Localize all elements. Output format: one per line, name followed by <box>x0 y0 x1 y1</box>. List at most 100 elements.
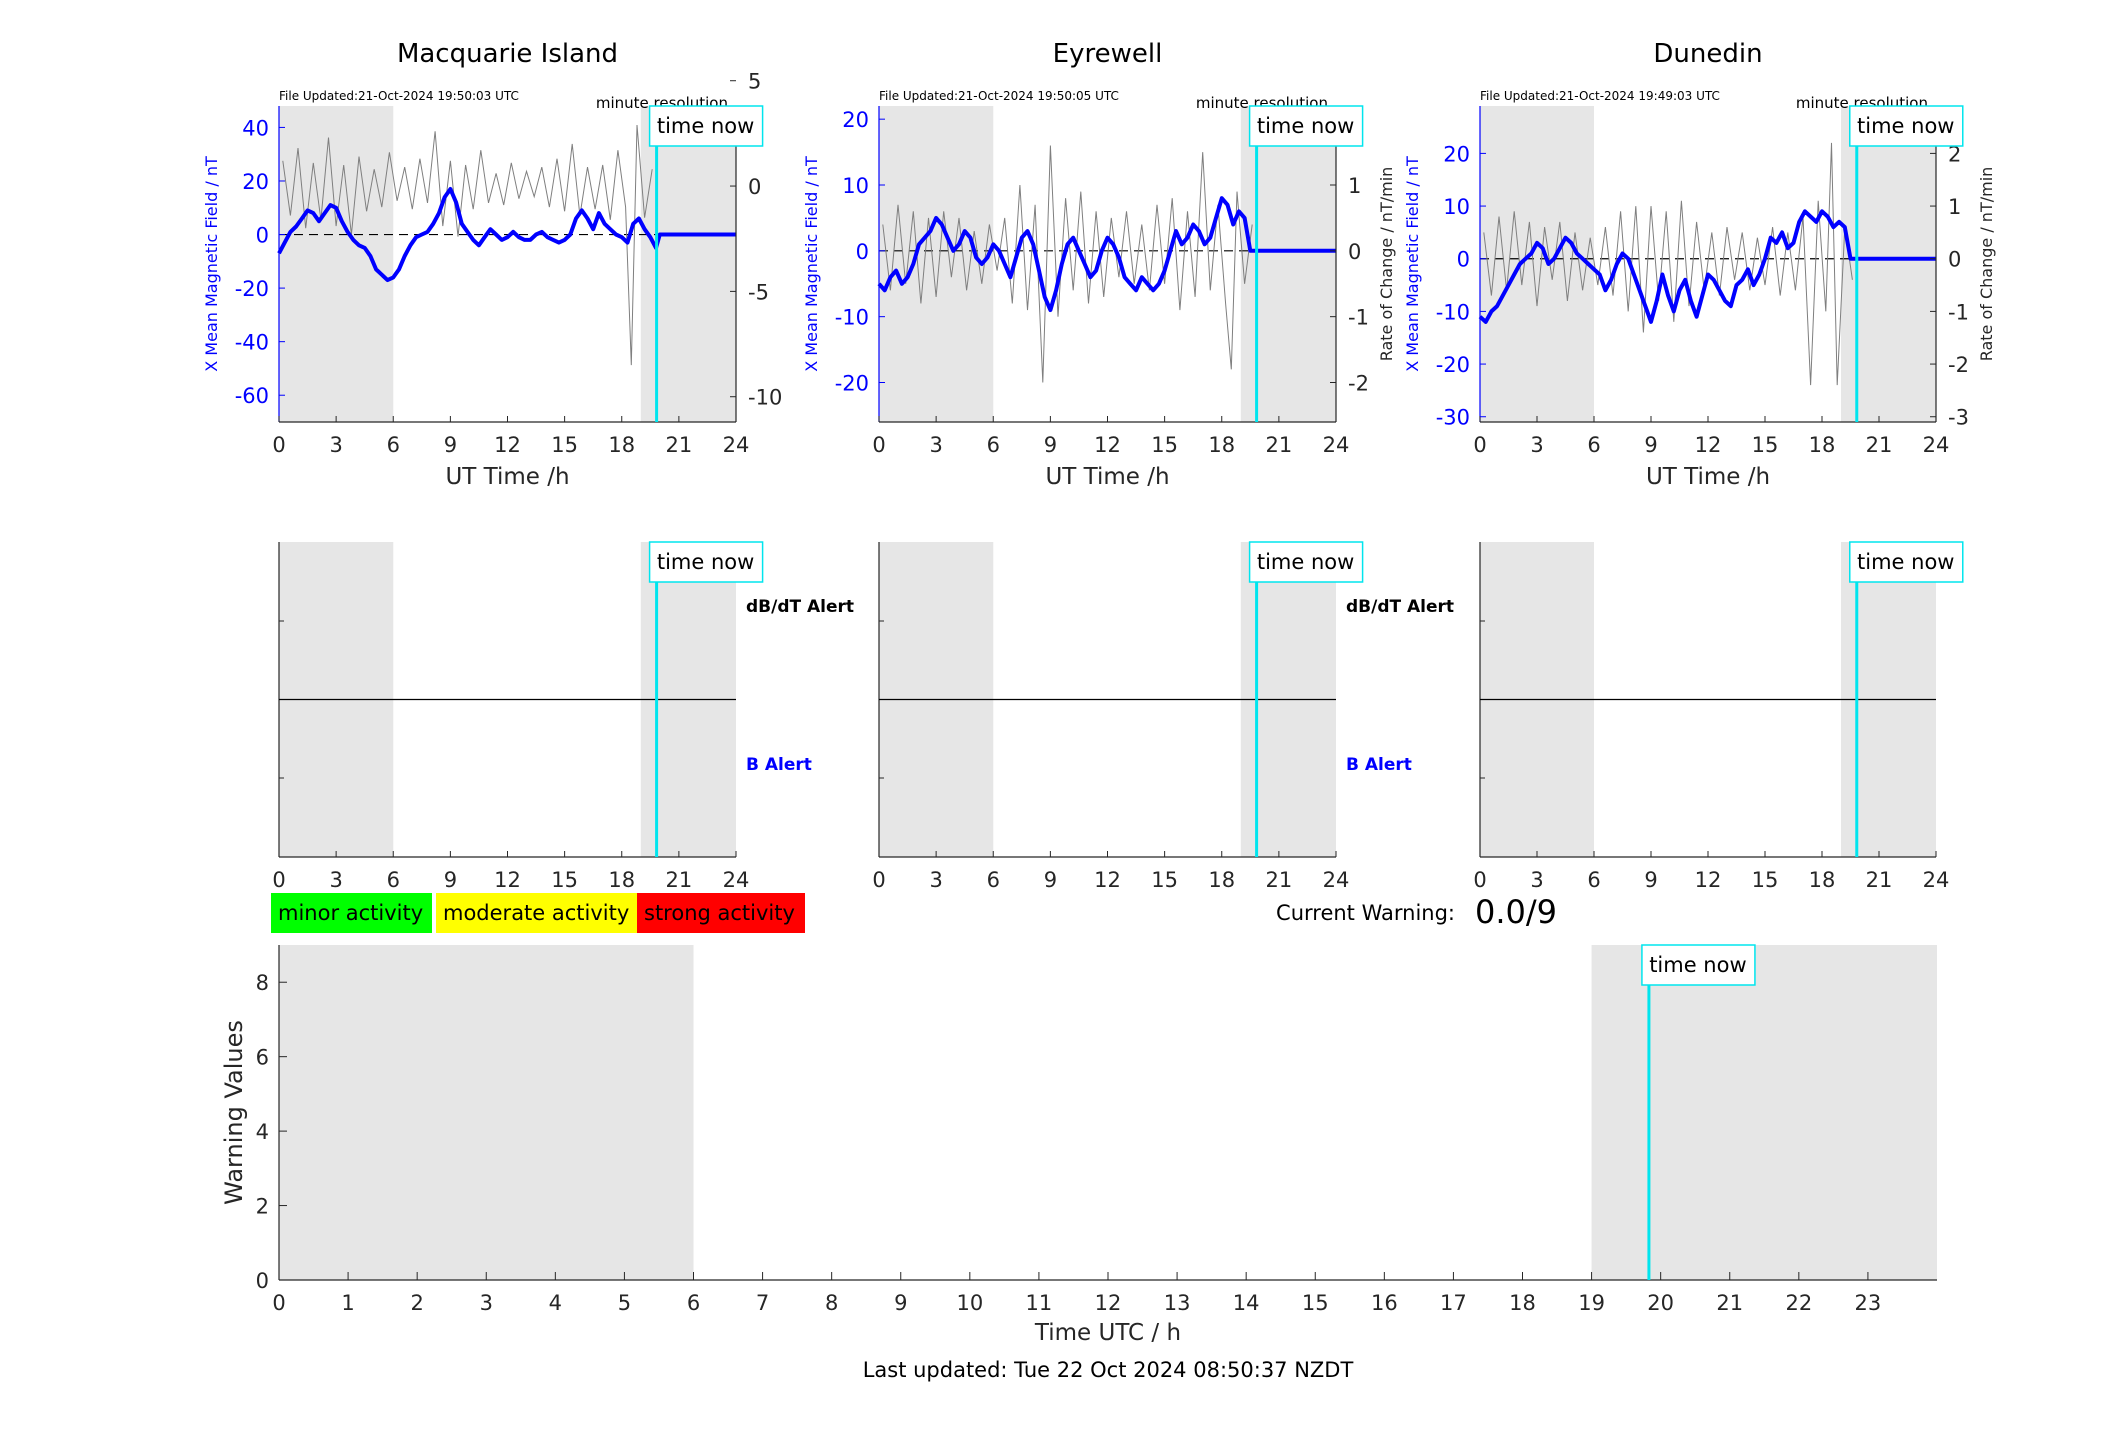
alerts-0-x-tick-label-7: 21 <box>666 868 693 892</box>
station-1-yr-tick-label-1: -1 <box>1348 306 1369 330</box>
station-1-y-tick-label-4: 20 <box>842 108 869 132</box>
station-1-x-tick-label-8: 24 <box>1323 433 1350 457</box>
station-1-y-label-right: Rate of Change / nT/min <box>1377 167 1396 362</box>
station-0-title: Macquarie Island <box>397 39 618 69</box>
station-1-x-tick-label-2: 6 <box>987 433 1000 457</box>
alerts-0-time-now-box <box>648 541 764 583</box>
legend-swatch-2 <box>637 893 805 933</box>
station-0-x-tick-label-6: 18 <box>608 433 635 457</box>
warning-x-tick-label-9: 9 <box>894 1291 907 1315</box>
station-2-title: Dunedin <box>1653 39 1762 69</box>
station-1-y-label: X Mean Magnetic Field / nT <box>802 156 821 372</box>
station-2-y-tick-label-1: -20 <box>1436 353 1470 377</box>
warning-x-tick-label-17: 17 <box>1440 1291 1467 1315</box>
station-2-x-label: UT Time /h <box>1646 464 1770 490</box>
station-2-file-updated: File Updated:21-Oct-2024 19:49:03 UTC <box>1480 89 1720 103</box>
alerts-2-x-tick-label-0: 0 <box>1473 868 1486 892</box>
station-1-x-tick-label-7: 21 <box>1266 433 1293 457</box>
alerts-1-time-now-label: time now <box>1257 550 1354 574</box>
warning-x-tick-label-6: 6 <box>687 1291 700 1315</box>
station-1-x-tick-label-6: 18 <box>1208 433 1235 457</box>
station-2-x-tick-label-8: 24 <box>1923 433 1950 457</box>
alerts-2-x-tick-label-7: 21 <box>1866 868 1893 892</box>
station-0-rate-series <box>282 124 653 366</box>
station-2-y-tick-label-4: 10 <box>1443 195 1470 219</box>
warning-x-tick-label-2: 2 <box>410 1291 423 1315</box>
legend-label-2: strong activity <box>644 901 795 925</box>
station-1-x-tick-label-0: 0 <box>872 433 885 457</box>
alerts-2-time-now-box <box>1849 541 1964 583</box>
current-warning-value: 0.0/9 <box>1475 893 1557 931</box>
station-1-shade-0 <box>879 106 994 422</box>
station-0-yr-tick-label-2: 0 <box>748 175 761 199</box>
alerts-2-x-tick-label-6: 18 <box>1809 868 1836 892</box>
station-2-x-tick-label-1: 3 <box>1530 433 1543 457</box>
warning-y-tick-label-4: 8 <box>256 971 269 995</box>
station-2-x-tick-label-2: 6 <box>1587 433 1600 457</box>
station-1-x-tick-label-1: 3 <box>929 433 942 457</box>
station-2-yr-tick-label-3: 0 <box>1948 248 1961 272</box>
station-1-time-now-box <box>1248 105 1364 147</box>
legend-swatch-1 <box>436 893 637 933</box>
station-0-y-tick-label-1: -40 <box>235 331 269 355</box>
station-1-yr-tick-label-2: 0 <box>1348 240 1361 264</box>
station-2-yr-tick-label-4: 1 <box>1948 195 1961 219</box>
station-1-x-tick-label-5: 15 <box>1151 433 1178 457</box>
alerts-2-x-tick-label-5: 15 <box>1752 868 1779 892</box>
station-1-file-updated: File Updated:21-Oct-2024 19:50:05 UTC <box>879 89 1119 103</box>
alerts-0-x-tick-label-6: 18 <box>608 868 635 892</box>
station-0-x-tick-label-3: 9 <box>444 433 457 457</box>
alerts-1-x-tick-label-7: 21 <box>1266 868 1293 892</box>
station-0-shade-0 <box>279 106 394 422</box>
alerts-2-x-tick-label-1: 3 <box>1530 868 1543 892</box>
station-1-shade-1 <box>1240 106 1336 422</box>
station-2-y-tick-label-2: -10 <box>1436 300 1470 324</box>
station-0-y-tick-label-2: -20 <box>235 277 269 301</box>
activity-legend: minor activity moderate activity strong ac… <box>271 893 805 933</box>
alerts-0-panel: 0 3 6 9 12 15 18 21 24 dB/dT Alert B Alert time now <box>272 541 854 892</box>
alerts-1-x-tick-label-6: 18 <box>1208 868 1235 892</box>
current-warning-label: Current Warning: <box>1276 901 1455 925</box>
alerts-0-x-tick-label-0: 0 <box>272 868 285 892</box>
warning-panel: 0 1 2 3 4 5 6 7 8 9 10 11 12 13 14 15 16 17 18 19 20 21 22 2302… <box>220 944 1937 1346</box>
alerts-1-x-tick-label-8: 24 <box>1323 868 1350 892</box>
current-warning: Current Warning: 0.0/9 <box>1276 893 1557 931</box>
station-0-time-now-box <box>648 105 764 147</box>
station-2-time-now-box <box>1849 105 1964 147</box>
warning-x-tick-label-12: 12 <box>1095 1291 1122 1315</box>
station-0-y-tick-label-5: 40 <box>242 116 269 140</box>
warning-x-tick-label-4: 4 <box>549 1291 562 1315</box>
station-1-y-tick-label-0: -20 <box>835 372 869 396</box>
alerts-2-time-now-label: time now <box>1857 550 1954 574</box>
alerts-0-x-tick-label-3: 9 <box>444 868 457 892</box>
alerts-1-x-tick-label-5: 15 <box>1151 868 1178 892</box>
station-0-time-now-label: time now <box>657 114 754 138</box>
station-2-yr-tick-label-0: -3 <box>1948 406 1969 430</box>
warning-time-now-box <box>1641 944 1756 986</box>
station-0-x-tick-label-0: 0 <box>272 433 285 457</box>
alerts-1-db-dt-alert-label: dB/dT Alert <box>1346 597 1454 617</box>
station-2-y-label-right: Rate of Change / nT/min <box>1977 167 1996 362</box>
station-2-shade-1 <box>1841 106 1936 422</box>
station-2-y-tick-label-5: 20 <box>1443 142 1470 166</box>
station-0-x-tick-label-8: 24 <box>723 433 750 457</box>
station-0-y-tick-label-3: 0 <box>256 224 269 248</box>
station-1-x-tick-label-4: 12 <box>1094 433 1121 457</box>
warning-y-tick-label-3: 6 <box>256 1046 269 1070</box>
station-2-yr-tick-label-1: -2 <box>1948 353 1969 377</box>
station-2-time-now-label: time now <box>1857 114 1954 138</box>
warning-x-tick-label-15: 15 <box>1302 1291 1329 1315</box>
station-0-x-tick-label-4: 12 <box>494 433 521 457</box>
station-2-x-tick-label-5: 15 <box>1752 433 1779 457</box>
warning-x-tick-label-13: 13 <box>1164 1291 1191 1315</box>
warning-x-tick-label-20: 20 <box>1647 1291 1674 1315</box>
station-0-yr-tick-label-1: -5 <box>748 280 769 304</box>
legend-swatch-0 <box>271 893 432 933</box>
warning-x-tick-label-11: 11 <box>1026 1291 1053 1315</box>
alerts-0-x-tick-label-5: 15 <box>551 868 578 892</box>
station-0-x-tick-label-1: 3 <box>329 433 342 457</box>
station-1-y-tick-label-3: 10 <box>842 174 869 198</box>
warning-y-tick-label-0: 0 <box>256 1269 269 1293</box>
warning-shade-1 <box>1591 945 1937 1280</box>
station-2-shade-0 <box>1480 106 1594 422</box>
